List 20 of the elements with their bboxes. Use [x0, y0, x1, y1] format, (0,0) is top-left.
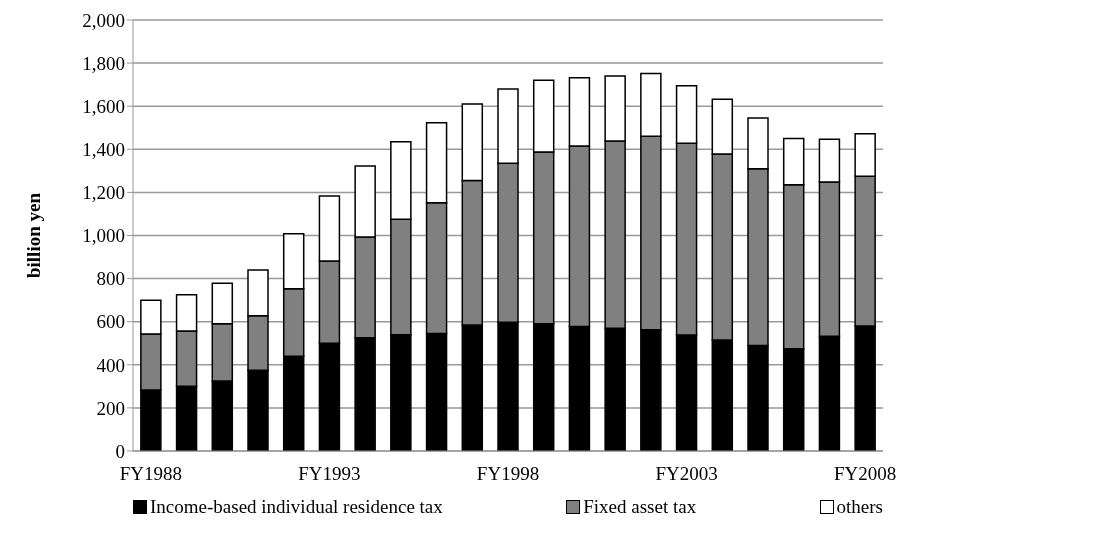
y-tick-label: 1,400 — [82, 139, 125, 161]
y-tick-label: 1,200 — [82, 182, 125, 204]
y-tick-label: 0 — [115, 440, 125, 462]
x-tick-label: FY1998 — [476, 463, 540, 485]
y-tick-label: 1,800 — [82, 52, 125, 74]
y-tick-label: 1,000 — [82, 225, 125, 247]
y-axis-title: billion yen — [22, 192, 44, 278]
y-tick-label: 2,000 — [82, 9, 125, 31]
y-tick-label: 200 — [96, 397, 125, 419]
y-tick-label: 400 — [96, 354, 125, 376]
legend-label: Income-based individual residence tax — [150, 496, 443, 518]
y-tick-label: 800 — [96, 268, 125, 290]
x-tick-label: FY2003 — [655, 463, 718, 485]
x-tick-label: FY2008 — [833, 463, 897, 485]
legend-label: Fixed asset tax — [583, 496, 697, 518]
x-tick-label: FY1993 — [298, 463, 361, 485]
x-tick-label: FY1988 — [119, 463, 183, 485]
y-tick-label: 600 — [96, 311, 125, 333]
legend-label: others — [836, 496, 883, 518]
y-tick-label: 1,600 — [82, 95, 125, 117]
